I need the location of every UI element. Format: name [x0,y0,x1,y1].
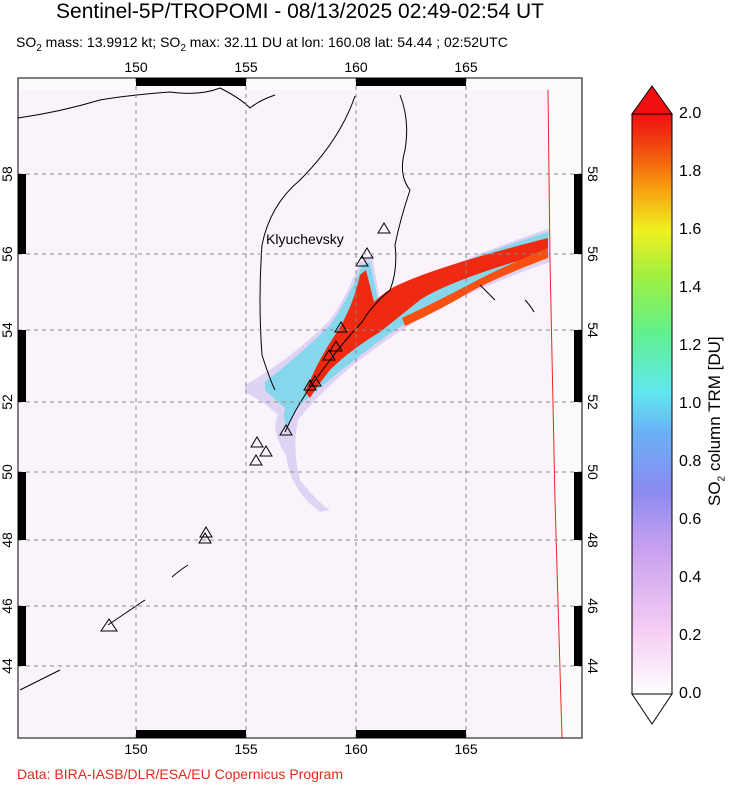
lat-tick-right: 58 [585,166,601,182]
lon-tick-bottom: 165 [454,741,478,757]
colorbar-tick: 0.4 [679,569,702,586]
volcano-markers [100,222,391,632]
colorbar-tick: 1.0 [679,395,702,412]
so2-core-east [402,248,548,326]
lon-tick-top: 155 [234,59,258,75]
volcano-label: Klyuchevsky [266,231,344,247]
lat-tick-right: 44 [585,658,601,674]
swath-edge [547,89,563,738]
graticule [18,78,582,738]
colorbar-tick: 1.2 [679,337,702,354]
colorbar-tick: 0.6 [679,511,702,528]
colorbar-label: SO2 column TRM [DU] [705,336,728,506]
lat-tick-right: 50 [585,464,601,480]
colorbar [631,85,673,725]
coastlines [18,87,535,691]
colorbar-tick: 1.4 [679,279,702,296]
colorbar-tick: 0.0 [679,685,702,702]
colorbar-tick: 0.8 [679,453,702,470]
data-credit: Data: BIRA-IASB/DLR/ESA/EU Copernicus Pr… [17,766,344,782]
lat-tick-left: 54 [0,322,15,338]
lon-tick-bottom: 155 [234,741,258,757]
lat-tick-right: 48 [585,532,601,548]
lat-tick-left: 52 [0,394,15,410]
lat-tick-right: 54 [585,322,601,338]
colorbar-max-arrow [631,85,673,115]
colorbar-gradient [631,113,673,695]
lat-tick-left: 58 [0,166,15,182]
lat-tick-left: 46 [0,598,15,614]
lat-tick-right: 56 [585,246,601,262]
lon-tick-top: 160 [344,59,368,75]
colorbar-min-arrow [631,693,673,725]
lat-tick-left: 50 [0,464,15,480]
colorbar-tick: 1.6 [679,221,702,238]
lat-tick-left: 48 [0,532,15,548]
colorbar-tick: 0.2 [679,627,702,644]
map-frame [17,77,583,739]
colorbar-tick: 2.0 [679,105,702,122]
subtitle: SO2 mass: 13.9912 kt; SO2 max: 32.11 DU … [16,34,508,54]
lat-tick-right: 46 [585,598,601,614]
lat-tick-right: 52 [585,394,601,410]
lon-tick-top: 150 [124,59,148,75]
so2-core [305,238,548,398]
lat-tick-left: 44 [0,658,15,674]
page-title: Sentinel-5P/TROPOMI - 08/13/2025 02:49-0… [56,0,544,23]
colorbar-tick: 1.8 [679,163,702,180]
lon-tick-bottom: 160 [344,741,368,757]
lon-tick-top: 165 [454,59,478,75]
lon-tick-bottom: 150 [124,741,148,757]
lat-tick-left: 56 [0,246,15,262]
